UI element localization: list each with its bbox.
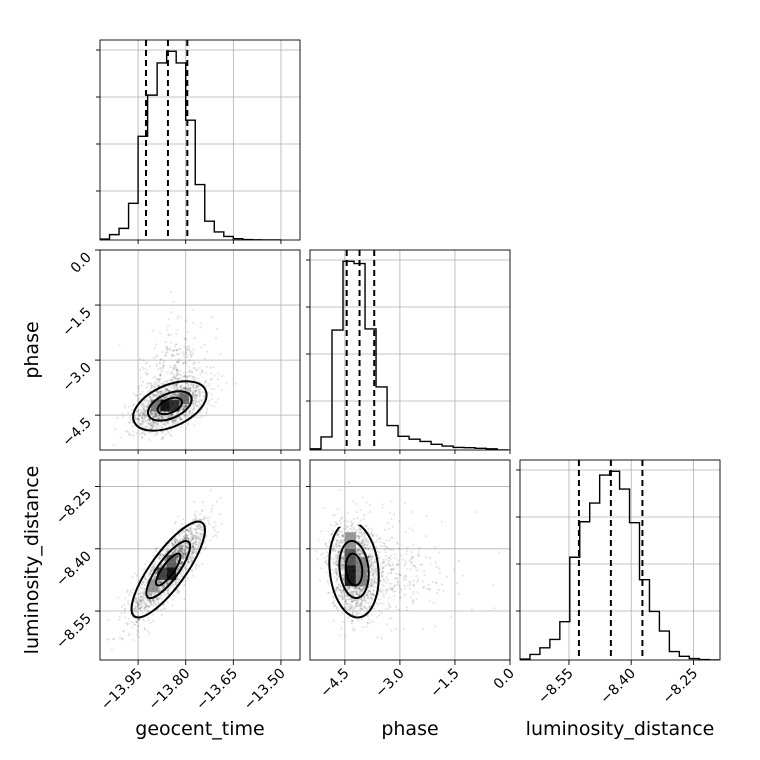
density-cell-0 bbox=[160, 399, 170, 412]
contour-phase-luminosity-distance-1 bbox=[338, 540, 370, 600]
density-cell-0 bbox=[344, 565, 356, 587]
panel-geocent-time-vs-luminosity-distance bbox=[99, 459, 301, 661]
y-tick-label-phase-0: −4.5 bbox=[59, 415, 94, 450]
x-tick-label-luminosity-distance-0: −8.55 bbox=[535, 666, 577, 708]
density-cell-2 bbox=[179, 393, 189, 405]
x-tick-label-geocent-time-3: −13.50 bbox=[241, 666, 289, 714]
y-tick-label-luminosity-distance-0: −8.55 bbox=[53, 611, 95, 653]
contour-geocent-time-luminosity-distance-2 bbox=[130, 520, 206, 619]
hist-panel-phase bbox=[306, 249, 511, 451]
y-tick-label-luminosity-distance-2: −8.25 bbox=[53, 486, 95, 528]
x-tick-label-phase-2: −1.5 bbox=[427, 666, 462, 701]
scatter-geocent-time-phase bbox=[112, 291, 237, 447]
x-tick-label-phase-0: −4.5 bbox=[317, 666, 352, 701]
grid-phase-hist bbox=[310, 250, 510, 450]
x-axis-label-phase: phase bbox=[381, 718, 438, 740]
x-tick-label-phase-1: −3.0 bbox=[372, 666, 407, 701]
contour-geocent-time-phase-2 bbox=[132, 380, 208, 432]
histogram-geocent-time bbox=[100, 50, 281, 240]
grid-geocent-time-phase bbox=[100, 250, 300, 450]
grid-geocent-time-hist bbox=[100, 40, 300, 240]
panel-geocent-time-vs-luminosity-distance-frame bbox=[99, 459, 301, 661]
density-cell-3 bbox=[150, 399, 161, 412]
hist-panel-luminosity-distance-frame bbox=[519, 459, 721, 661]
y-tick-label-phase-3: 0.0 bbox=[68, 250, 95, 277]
x-tick-label-geocent-time-0: −13.95 bbox=[98, 666, 146, 714]
grid-geocent-time-luminosity-distance bbox=[100, 460, 300, 660]
y-axis-label-luminosity-distance: luminosity_distance bbox=[21, 466, 43, 655]
x-tick-label-geocent-time-2: −13.65 bbox=[193, 666, 241, 714]
histogram-phase bbox=[310, 260, 509, 450]
contour-geocent-time-luminosity-distance-0 bbox=[155, 552, 182, 587]
x-tick-label-geocent-time-1: −13.80 bbox=[146, 666, 194, 714]
hist-panel-geocent-time-frame bbox=[99, 39, 301, 241]
hist-panel-phase-frame bbox=[309, 249, 511, 451]
x-tick-label-phase-3: 0.0 bbox=[491, 666, 518, 693]
density-cell-2 bbox=[166, 555, 177, 568]
histogram-luminosity-distance bbox=[520, 470, 720, 660]
x-axis-label-luminosity-distance: luminosity_distance bbox=[526, 718, 715, 740]
density-cell-1 bbox=[169, 399, 180, 412]
y-tick-label-luminosity-distance-1: −8.40 bbox=[53, 548, 95, 590]
panel-phase-vs-luminosity-distance bbox=[309, 459, 511, 661]
x-tick-label-luminosity-distance-1: −8.40 bbox=[597, 666, 639, 708]
density-cell-3 bbox=[147, 579, 158, 593]
grid-luminosity-distance-hist bbox=[520, 460, 720, 660]
contour-phase-luminosity-distance-0 bbox=[344, 552, 364, 587]
density-cell-1 bbox=[157, 567, 167, 580]
panel-geocent-time-vs-phase bbox=[99, 249, 301, 451]
hist-panel-geocent-time bbox=[96, 39, 301, 241]
y-tick-label-phase-2: −1.5 bbox=[59, 305, 94, 340]
y-tick-label-phase-1: −3.0 bbox=[59, 360, 94, 395]
contour-geocent-time-luminosity-distance-1 bbox=[145, 540, 192, 600]
contour-geocent-time-phase-0 bbox=[156, 396, 184, 416]
x-tick-label-luminosity-distance-2: −8.25 bbox=[660, 666, 702, 708]
contour-geocent-time-phase-1 bbox=[147, 390, 193, 422]
hist-panel-luminosity-distance bbox=[516, 459, 721, 661]
panel-geocent-time-vs-phase-frame bbox=[99, 249, 301, 451]
y-axis-label-phase: phase bbox=[21, 321, 43, 378]
scatter-phase-luminosity-distance bbox=[315, 481, 501, 640]
x-axis-label-geocent-time: geocent_time bbox=[135, 718, 264, 740]
panel-phase-vs-luminosity-distance-frame bbox=[309, 459, 511, 661]
density-cell-1 bbox=[344, 548, 356, 566]
